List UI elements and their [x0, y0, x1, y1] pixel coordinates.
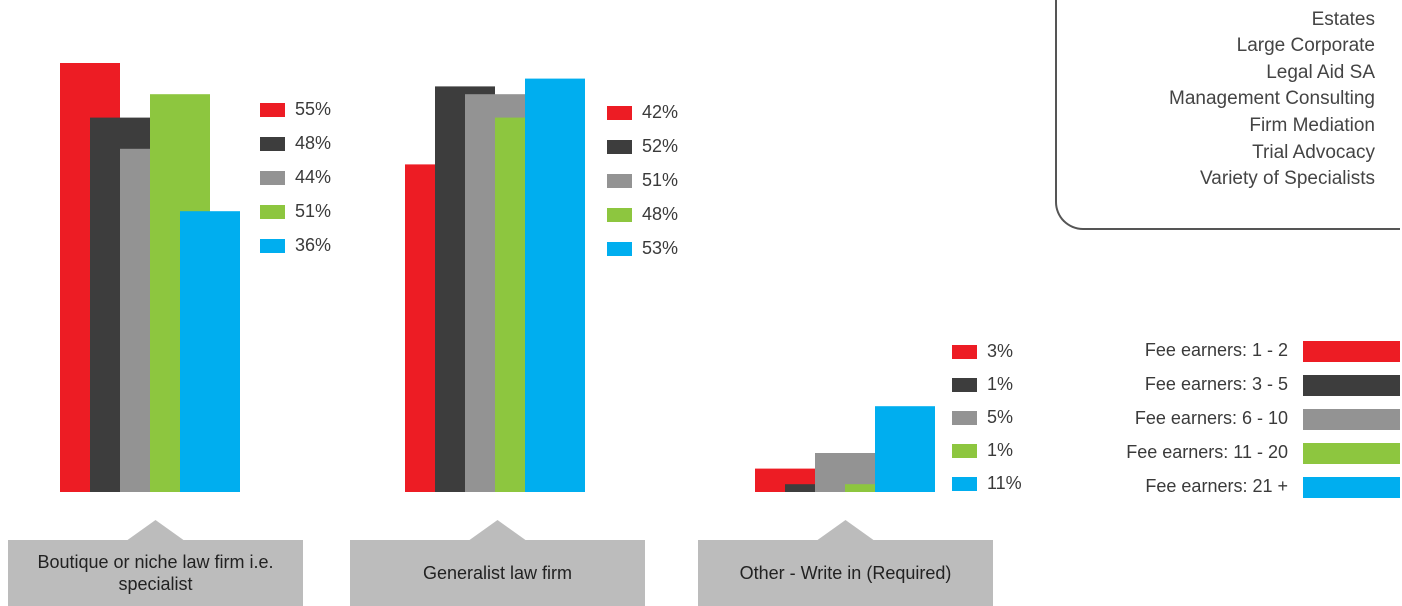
legend-label: Fee earners: 21 + — [1145, 476, 1288, 496]
value-label: 48% — [642, 204, 678, 224]
value-label: 1% — [987, 374, 1013, 394]
value-label: 36% — [295, 235, 331, 255]
list-item: Estates — [1057, 7, 1375, 34]
category-label: Generalist law firm — [350, 540, 645, 606]
list-item: Legal Aid SA — [1057, 60, 1375, 87]
bar — [525, 79, 585, 492]
label-swatch — [952, 477, 977, 491]
value-label: 44% — [295, 167, 331, 187]
value-label: 48% — [295, 133, 331, 153]
value-label: 3% — [987, 341, 1013, 361]
infographic: 55% 48% 44% 51% 36% 42% 52% 51% 48% 53% 3% 1% 5% 1% 11… — [0, 0, 1402, 606]
list-item: Consumer Debt Collections — [1057, 0, 1375, 7]
legend-label: Fee earners: 1 - 2 — [1145, 340, 1288, 360]
label-swatch — [952, 345, 977, 359]
bar — [180, 211, 240, 492]
legend-label: Fee earners: 11 - 20 — [1126, 442, 1288, 462]
value-label: 55% — [295, 99, 331, 119]
legend-swatch — [1303, 443, 1400, 464]
legend-label: Fee earners: 6 - 10 — [1135, 408, 1288, 428]
label-swatch — [260, 103, 285, 117]
value-label: 53% — [642, 238, 678, 258]
label-swatch — [260, 205, 285, 219]
label-swatch — [607, 174, 632, 188]
label-swatch — [260, 171, 285, 185]
label-swatch — [260, 137, 285, 151]
legend-label: Fee earners: 3 - 5 — [1145, 374, 1288, 394]
value-label: 11% — [987, 473, 1022, 493]
legend-swatch — [1303, 375, 1400, 396]
category-label: Boutique or niche law firm i.e. speciali… — [8, 540, 303, 606]
label-swatch — [952, 378, 977, 392]
label-swatch — [607, 242, 632, 256]
value-label: 1% — [987, 440, 1013, 460]
value-label: 5% — [987, 407, 1013, 427]
value-label: 42% — [642, 102, 678, 122]
value-label: 51% — [295, 201, 331, 221]
label-swatch — [607, 208, 632, 222]
legend-swatch — [1303, 409, 1400, 430]
specialist-list: Consumer Debt CollectionsEstatesLarge Co… — [1055, 0, 1400, 230]
list-item: Large Corporate — [1057, 33, 1375, 60]
list-item: Trial Advocacy — [1057, 140, 1375, 167]
list-item: Variety of Specialists — [1057, 166, 1375, 193]
category-label: Other - Write in (Required) — [698, 540, 993, 606]
list-item: Management Consulting — [1057, 86, 1375, 113]
legend-swatch — [1303, 477, 1400, 498]
label-swatch — [952, 411, 977, 425]
label-swatch — [607, 106, 632, 120]
value-label: 51% — [642, 170, 678, 190]
label-swatch — [952, 444, 977, 458]
label-swatch — [260, 239, 285, 253]
legend-swatch — [1303, 341, 1400, 362]
label-swatch — [607, 140, 632, 154]
value-label: 52% — [642, 136, 678, 156]
bar — [875, 406, 935, 492]
list-item: Firm Mediation — [1057, 113, 1375, 140]
